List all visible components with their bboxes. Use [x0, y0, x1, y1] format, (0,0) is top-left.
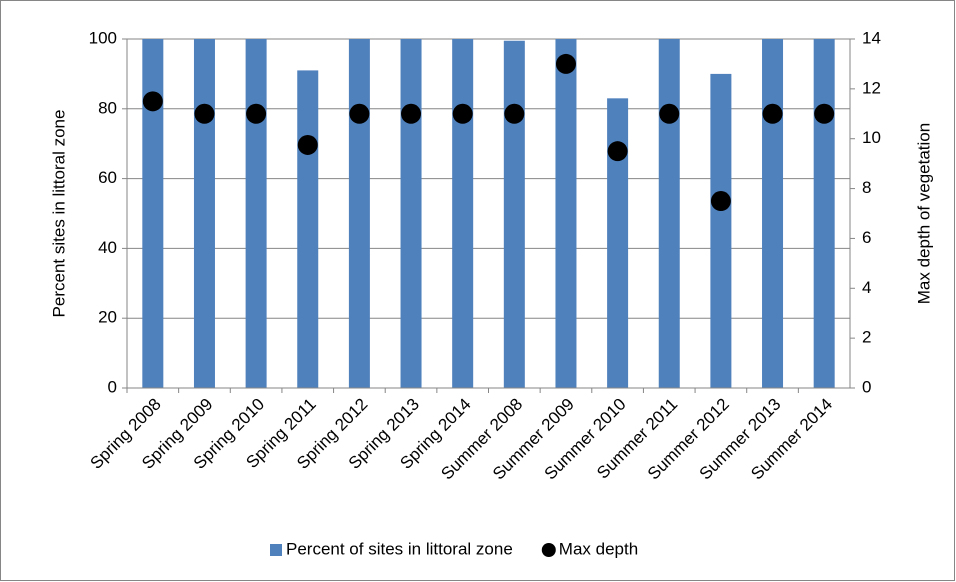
y2-tick-label: 10 [862, 128, 881, 147]
dot [452, 103, 473, 124]
bar [193, 39, 215, 388]
bar [400, 39, 422, 388]
dot [659, 103, 680, 124]
y2-tick-label: 8 [862, 178, 871, 197]
dot [762, 103, 783, 124]
bar [762, 39, 784, 388]
dot [504, 103, 525, 124]
dot [814, 103, 835, 124]
dot [607, 141, 628, 162]
dot [297, 134, 318, 155]
y-tick-label: 100 [89, 28, 117, 47]
y2-tick-label: 0 [862, 377, 871, 396]
legend-swatch [270, 544, 282, 556]
bar [658, 39, 680, 388]
y-tick-label: 0 [108, 377, 117, 396]
y2-tick-label: 12 [862, 78, 881, 97]
legend-label: Max depth [559, 539, 638, 558]
dot [142, 91, 163, 112]
y-tick-label: 20 [98, 308, 117, 327]
bar [348, 39, 370, 388]
bar [297, 70, 319, 388]
dot [710, 191, 731, 212]
legend-label: Percent of sites in littoral zone [286, 539, 513, 558]
y2-tick-label: 14 [862, 28, 881, 47]
dot [194, 103, 215, 124]
y2-tick-label: 2 [862, 328, 871, 347]
bar [813, 39, 835, 388]
bar [710, 73, 732, 389]
y-tick-label: 60 [98, 168, 117, 187]
bar [503, 40, 525, 389]
dot [246, 103, 267, 124]
y2-tick-label: 6 [862, 228, 871, 247]
bar [142, 39, 164, 388]
legend-swatch [541, 543, 556, 557]
y2-tick-label: 4 [862, 278, 871, 297]
dot [555, 53, 576, 74]
dot [349, 103, 370, 124]
y-tick-label: 40 [98, 238, 117, 257]
bar [245, 39, 267, 388]
y-axis-label: Percent sites in littoral zone [49, 110, 68, 318]
bar [555, 39, 577, 388]
dot [401, 103, 422, 124]
bar [607, 98, 629, 388]
y2-axis-label: Max depth of vegetation [914, 123, 933, 304]
bar [452, 39, 474, 388]
y-tick-label: 80 [98, 98, 117, 117]
